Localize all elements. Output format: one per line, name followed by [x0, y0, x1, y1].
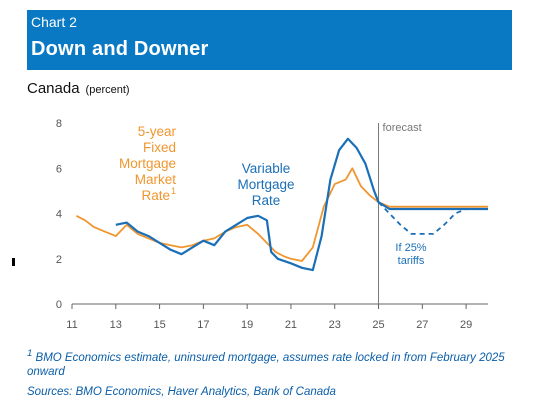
footnote-marker: 1	[27, 348, 33, 359]
x-tick-label: 23	[329, 319, 341, 331]
x-tick-label: 15	[153, 319, 165, 331]
x-tick-label: 21	[285, 319, 297, 331]
chart-number: Chart 2	[31, 14, 77, 30]
chart-title: Down and Downer	[31, 38, 209, 60]
tariff-scenario-line	[377, 201, 488, 235]
chart-subtitle: Canada (percent)	[27, 80, 130, 97]
x-tick-label: 25	[372, 319, 384, 331]
y-tick-label: 8	[56, 118, 62, 130]
footnote-text: BMO Economics estimate, uninsured mortga…	[27, 351, 505, 378]
tariff-annotation: tariffs	[398, 255, 425, 267]
variable-rate-annotation: Variable	[242, 161, 291, 176]
edge-marker	[12, 258, 15, 266]
y-tick-label: 4	[56, 209, 62, 221]
y-tick-label: 2	[56, 254, 62, 266]
y-tick-label: 0	[56, 299, 62, 311]
forecast-label: forecast	[383, 122, 422, 134]
y-tick-label: 6	[56, 163, 62, 175]
chart-header: Chart 2 Down and Downer	[27, 10, 512, 70]
x-tick-label: 27	[416, 319, 428, 331]
unit-label: (percent)	[85, 84, 130, 96]
fixed-rate-annotation: 5-year	[138, 124, 177, 139]
variable-rate-annotation: Rate	[252, 193, 281, 208]
x-tick-label: 11	[66, 319, 77, 331]
x-tick-label: 13	[110, 319, 122, 331]
fixed-rate-annotation: Fixed	[143, 140, 176, 155]
fixed-rate-annotation: Market	[135, 172, 177, 187]
fixed-rate-annotation: Rate1	[141, 186, 176, 203]
tariff-annotation: If 25%	[395, 242, 426, 254]
x-tick-label: 17	[197, 319, 209, 331]
sources-note: Sources: BMO Economics, Haver Analytics,…	[27, 386, 336, 398]
x-tick-label: 19	[241, 319, 253, 331]
x-tick-label: 29	[460, 319, 472, 331]
fixed-rate-annotation: Mortgage	[119, 156, 176, 171]
footnote: 1 BMO Economics estimate, uninsured mort…	[27, 347, 527, 379]
variable-rate-line	[115, 137, 488, 272]
region-label: Canada	[27, 80, 80, 97]
variable-rate-annotation: Mortgage	[237, 177, 294, 192]
fixed-rate-superscript: 1	[171, 186, 176, 196]
